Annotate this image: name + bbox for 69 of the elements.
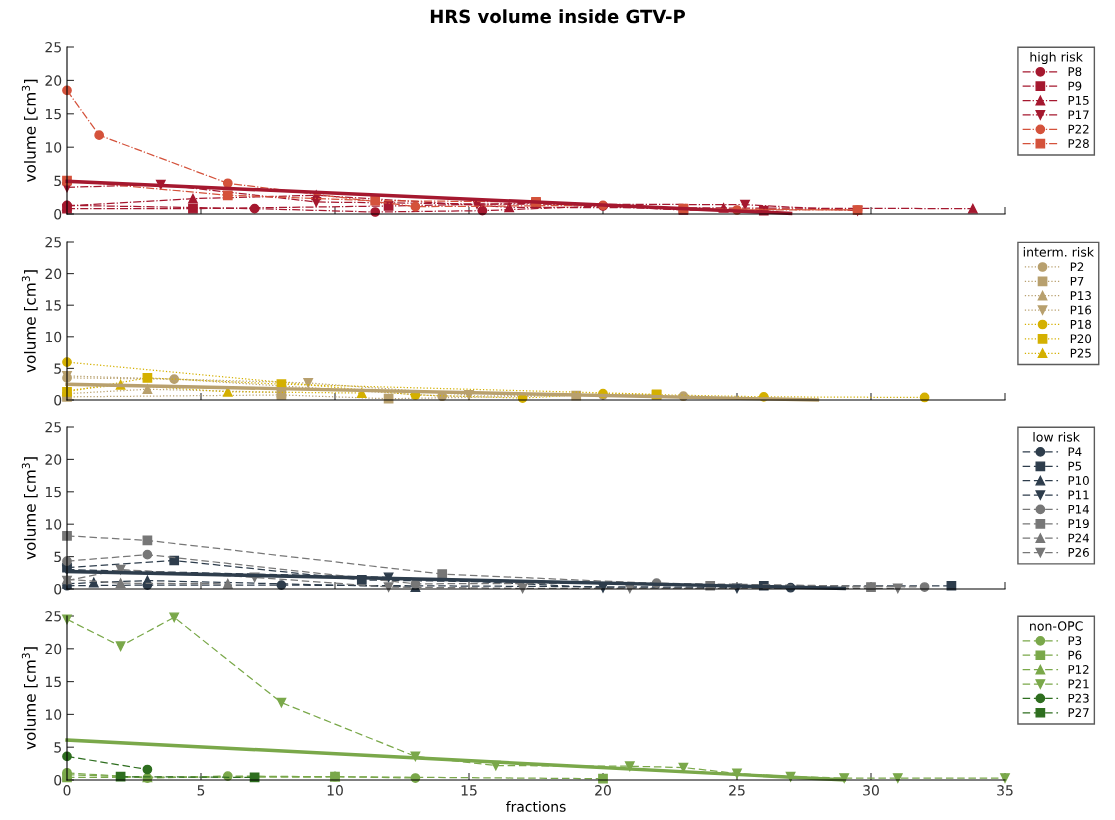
- legend-title: low risk: [1033, 432, 1080, 442]
- legend-title: non-OPC: [1030, 621, 1083, 631]
- y-tick-label: 20: [45, 268, 62, 280]
- y-tick-label: 15: [45, 300, 61, 311]
- legend-label: P2: [1070, 262, 1084, 272]
- legend-label: P20: [1070, 334, 1092, 344]
- y-tick-label: 25: [45, 421, 61, 433]
- legend-label: P19: [1068, 519, 1089, 529]
- y-tick-label: 0: [54, 583, 62, 595]
- legend-label: P18: [1070, 319, 1092, 329]
- y-tick-label: 10: [45, 519, 62, 530]
- legend-label: P5: [1068, 461, 1082, 471]
- legend-label: P6: [1068, 650, 1082, 660]
- y-tick-label: 20: [45, 643, 62, 655]
- legend-label: P3: [1068, 636, 1082, 646]
- legend-label: P7: [1070, 276, 1084, 286]
- y-tick-label: 20: [45, 454, 62, 465]
- legend-label: P25: [1070, 348, 1091, 358]
- y-tick-label: 25: [45, 610, 61, 622]
- legend-label: P23: [1068, 693, 1089, 703]
- y-tick-label: 0: [54, 208, 62, 220]
- y-tick-label: 10: [45, 142, 62, 153]
- y-axis-title: volume [cm$^{3}$]: [21, 647, 38, 750]
- y-tick-label: 0: [54, 774, 62, 786]
- y-tick-label: 5: [54, 742, 61, 753]
- legend-label: P16: [1070, 305, 1092, 315]
- legend-label: P27: [1068, 708, 1089, 717]
- legend-label: P8: [1068, 67, 1082, 77]
- legend-label: P28: [1068, 139, 1089, 148]
- x-tick-label: 20: [595, 785, 611, 796]
- legend-label: P12: [1068, 665, 1089, 674]
- y-axis-title: volume [cm$^{3}$]: [21, 457, 38, 560]
- legend-label: P14: [1068, 504, 1089, 514]
- y-tick-label: 15: [45, 108, 61, 120]
- legend-label: P24: [1068, 533, 1089, 543]
- legend-label: P17: [1068, 110, 1089, 120]
- legend-label: P21: [1068, 679, 1089, 689]
- y-tick-label: 10: [45, 709, 62, 720]
- legend-label: P13: [1070, 291, 1091, 301]
- y-tick-label: 25: [45, 236, 61, 248]
- y-tick-label: 5: [54, 551, 61, 563]
- y-tick-label: 20: [45, 75, 62, 86]
- x-tick-label: 25: [729, 785, 745, 796]
- legend-label: P15: [1068, 96, 1089, 105]
- legend-title: high risk: [1030, 51, 1083, 65]
- legend-title: interm. risk: [1023, 247, 1094, 257]
- legend-label: P10: [1068, 476, 1089, 485]
- legend-label: P11: [1068, 490, 1089, 500]
- y-tick-label: 5: [54, 363, 61, 374]
- y-axis-title: volume [cm$^{3}$]: [21, 79, 38, 183]
- legend-label: P26: [1068, 547, 1089, 557]
- x-axis-title: fractions: [506, 801, 566, 812]
- x-tick-label: 30: [863, 785, 879, 796]
- x-tick-label: 10: [327, 785, 343, 796]
- legend-label: P9: [1068, 81, 1082, 91]
- x-tick-label: 5: [197, 785, 205, 796]
- chart-title: HRS volume inside GTV-P: [430, 9, 686, 24]
- y-tick-label: 25: [45, 41, 61, 53]
- y-tick-label: 15: [45, 486, 61, 498]
- x-tick-label: 0: [63, 785, 71, 796]
- y-tick-label: 0: [54, 394, 62, 406]
- y-tick-label: 5: [54, 175, 61, 187]
- y-tick-label: 15: [45, 676, 61, 688]
- x-tick-label: 15: [461, 785, 477, 796]
- legend-label: P4: [1068, 447, 1082, 457]
- x-tick-label: 35: [997, 785, 1013, 796]
- y-tick-label: 10: [45, 331, 62, 343]
- legend-label: P22: [1068, 124, 1089, 134]
- y-axis-title: volume [cm$^{3}$]: [21, 270, 38, 373]
